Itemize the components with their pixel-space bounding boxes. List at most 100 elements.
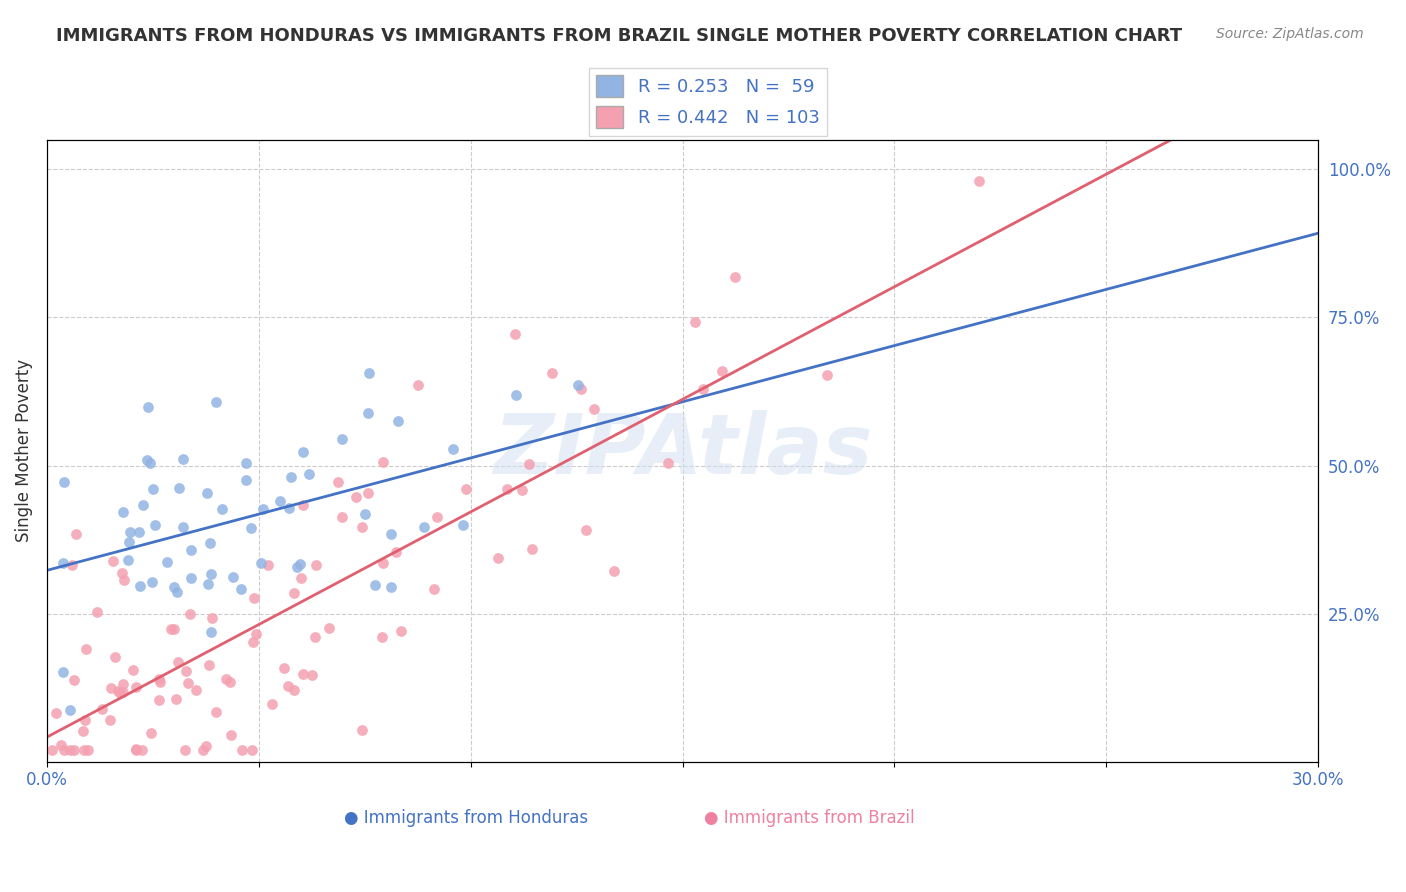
Point [235, 474, 257, 488]
Point [380, 526, 402, 541]
Point [711, 364, 734, 378]
Point [112, 574, 135, 588]
Point [583, 402, 606, 417]
Point [350, 520, 373, 534]
Point [156, 555, 179, 569]
Point [454, 483, 477, 497]
Point [503, 327, 526, 342]
Point [125, 742, 148, 756]
Point [75, 642, 97, 657]
Point [260, 697, 283, 711]
Point [172, 519, 194, 533]
Point [245, 627, 267, 641]
Point [817, 368, 839, 383]
Point [318, 621, 340, 635]
Point [49, 738, 72, 752]
Point [602, 564, 624, 578]
Point [235, 456, 257, 470]
Point [118, 524, 141, 539]
Point [129, 579, 152, 593]
Point [75, 713, 97, 727]
Point [73, 743, 96, 757]
Y-axis label: Single Mother Poverty: Single Mother Poverty [15, 359, 32, 542]
Point [290, 571, 312, 585]
Point [198, 658, 221, 673]
Point [352, 723, 374, 738]
Point [141, 726, 163, 740]
Point [291, 498, 314, 512]
Point [406, 377, 429, 392]
Point [104, 650, 127, 665]
Point [132, 498, 155, 512]
Point [198, 536, 221, 550]
Point [357, 405, 380, 419]
Point [59, 703, 82, 717]
Point [269, 493, 291, 508]
Point [159, 622, 181, 636]
Point [117, 553, 139, 567]
Point [967, 174, 990, 188]
Point [86, 605, 108, 619]
Point [166, 656, 188, 670]
Point [211, 501, 233, 516]
Point [65, 527, 87, 541]
Point [385, 545, 408, 559]
Point [517, 457, 540, 471]
Point [239, 521, 262, 535]
Point [273, 661, 295, 675]
Point [131, 743, 153, 757]
Point [125, 743, 148, 757]
Text: ● Immigrants from Brazil: ● Immigrants from Brazil [704, 808, 915, 827]
Point [205, 395, 228, 409]
Point [52, 556, 75, 570]
Point [91, 701, 114, 715]
Point [567, 378, 589, 392]
Point [179, 607, 201, 621]
Point [60, 558, 83, 572]
Point [53, 743, 76, 757]
Point [63, 743, 86, 757]
Point [231, 743, 253, 757]
Point [221, 728, 243, 742]
Point [569, 382, 592, 396]
Point [138, 400, 160, 414]
Point [197, 576, 219, 591]
Point [112, 677, 135, 691]
Point [107, 683, 129, 698]
Point [72, 724, 94, 739]
Point [243, 591, 266, 606]
Point [370, 630, 392, 644]
Point [496, 482, 519, 496]
Point [112, 505, 135, 519]
Point [330, 509, 353, 524]
Point [167, 482, 190, 496]
Point [441, 442, 464, 457]
Point [692, 382, 714, 396]
Point [512, 483, 534, 497]
Point [200, 624, 222, 639]
Point [163, 580, 186, 594]
Point [249, 556, 271, 570]
Point [77, 743, 100, 757]
Point [486, 551, 509, 566]
Point [222, 570, 245, 584]
Point [100, 681, 122, 695]
Point [257, 558, 280, 573]
Point [201, 611, 224, 625]
Point [304, 630, 326, 644]
Point [142, 482, 165, 496]
Point [520, 542, 543, 557]
Point [283, 683, 305, 698]
Point [357, 485, 380, 500]
Text: ZIPAtlas: ZIPAtlas [494, 410, 872, 491]
Point [148, 673, 170, 687]
Point [380, 580, 402, 594]
Point [229, 582, 252, 596]
Point [451, 518, 474, 533]
Point [174, 743, 197, 757]
Point [291, 667, 314, 681]
Point [193, 743, 215, 757]
Point [174, 665, 197, 679]
Point [124, 680, 146, 694]
Point [505, 388, 527, 402]
